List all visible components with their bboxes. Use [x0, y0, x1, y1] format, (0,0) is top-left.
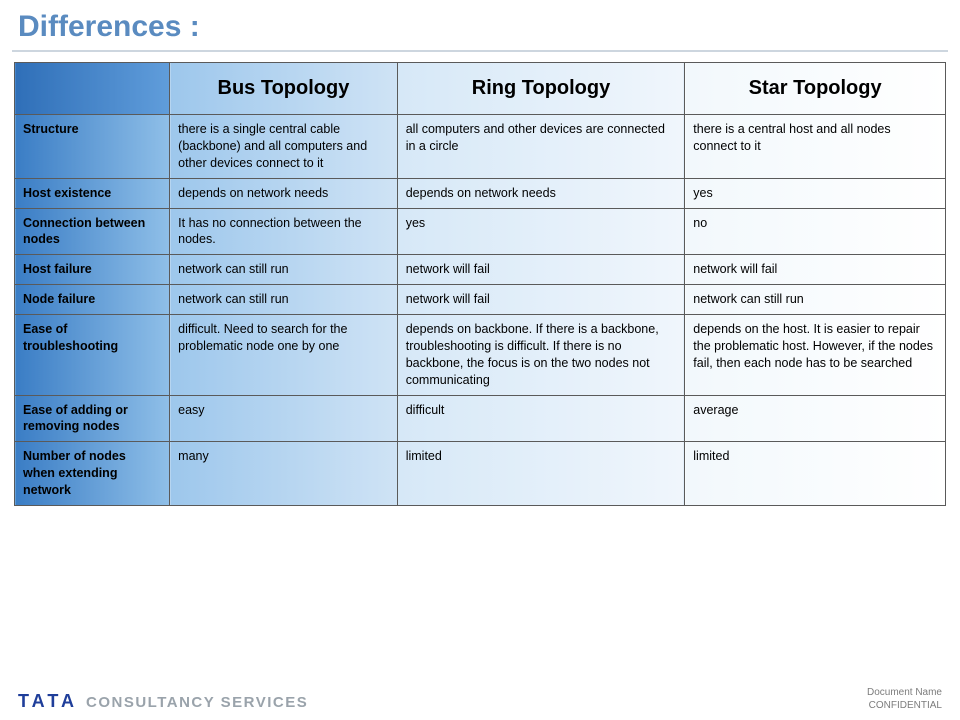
row-label: Node failure: [15, 285, 170, 315]
table-cell: all computers and other devices are conn…: [397, 115, 685, 179]
table-cell: difficult. Need to search for the proble…: [170, 315, 398, 396]
table-row: Connection between nodes It has no conne…: [15, 208, 946, 255]
table-row: Ease of adding or removing nodes easy di…: [15, 395, 946, 442]
row-label: Structure: [15, 115, 170, 179]
table-row: Node failure network can still run netwo…: [15, 285, 946, 315]
table-row: Host existence depends on network needs …: [15, 178, 946, 208]
table-cell: network will fail: [397, 255, 685, 285]
table-cell: network can still run: [170, 285, 398, 315]
slide-footer: TATA CONSULTANCY SERVICES Document Name …: [0, 686, 960, 712]
comparison-table: Bus Topology Ring Topology Star Topology…: [14, 62, 946, 506]
column-header: Star Topology: [685, 63, 946, 115]
table-cell: average: [685, 395, 946, 442]
row-label: Host existence: [15, 178, 170, 208]
brand-mark: TATA: [18, 691, 78, 712]
row-label: Connection between nodes: [15, 208, 170, 255]
table-cell: network will fail: [397, 285, 685, 315]
table-header-row: Bus Topology Ring Topology Star Topology: [15, 63, 946, 115]
row-label: Host failure: [15, 255, 170, 285]
table-cell: network will fail: [685, 255, 946, 285]
table-corner-cell: [15, 63, 170, 115]
table-cell: yes: [397, 208, 685, 255]
brand-name: CONSULTANCY SERVICES: [86, 694, 308, 711]
table-cell: many: [170, 442, 398, 506]
table-cell: It has no connection between the nodes.: [170, 208, 398, 255]
table-cell: depends on backbone. If there is a backb…: [397, 315, 685, 396]
document-name: Document Name: [867, 686, 942, 699]
column-header: Ring Topology: [397, 63, 685, 115]
table-cell: there is a central host and all nodes co…: [685, 115, 946, 179]
table-cell: limited: [685, 442, 946, 506]
table-row: Structure there is a single central cabl…: [15, 115, 946, 179]
document-meta: Document Name CONFIDENTIAL: [867, 686, 942, 712]
table-cell: limited: [397, 442, 685, 506]
table-cell: easy: [170, 395, 398, 442]
table-cell: depends on network needs: [170, 178, 398, 208]
brand-logo: TATA CONSULTANCY SERVICES: [18, 691, 308, 712]
page-title: Differences :: [0, 0, 960, 48]
table-cell: there is a single central cable (backbon…: [170, 115, 398, 179]
table-cell: network can still run: [685, 285, 946, 315]
table-cell: depends on the host. It is easier to rep…: [685, 315, 946, 396]
comparison-table-container: Bus Topology Ring Topology Star Topology…: [0, 62, 960, 506]
table-cell: yes: [685, 178, 946, 208]
table-cell: no: [685, 208, 946, 255]
row-label: Ease of adding or removing nodes: [15, 395, 170, 442]
row-label: Ease of troubleshooting: [15, 315, 170, 396]
confidential-label: CONFIDENTIAL: [867, 699, 942, 712]
table-row: Ease of troubleshooting difficult. Need …: [15, 315, 946, 396]
table-row: Number of nodes when extending network m…: [15, 442, 946, 506]
table-row: Host failure network can still run netwo…: [15, 255, 946, 285]
table-cell: difficult: [397, 395, 685, 442]
table-cell: network can still run: [170, 255, 398, 285]
title-divider: [12, 50, 948, 52]
table-cell: depends on network needs: [397, 178, 685, 208]
row-label: Number of nodes when extending network: [15, 442, 170, 506]
column-header: Bus Topology: [170, 63, 398, 115]
